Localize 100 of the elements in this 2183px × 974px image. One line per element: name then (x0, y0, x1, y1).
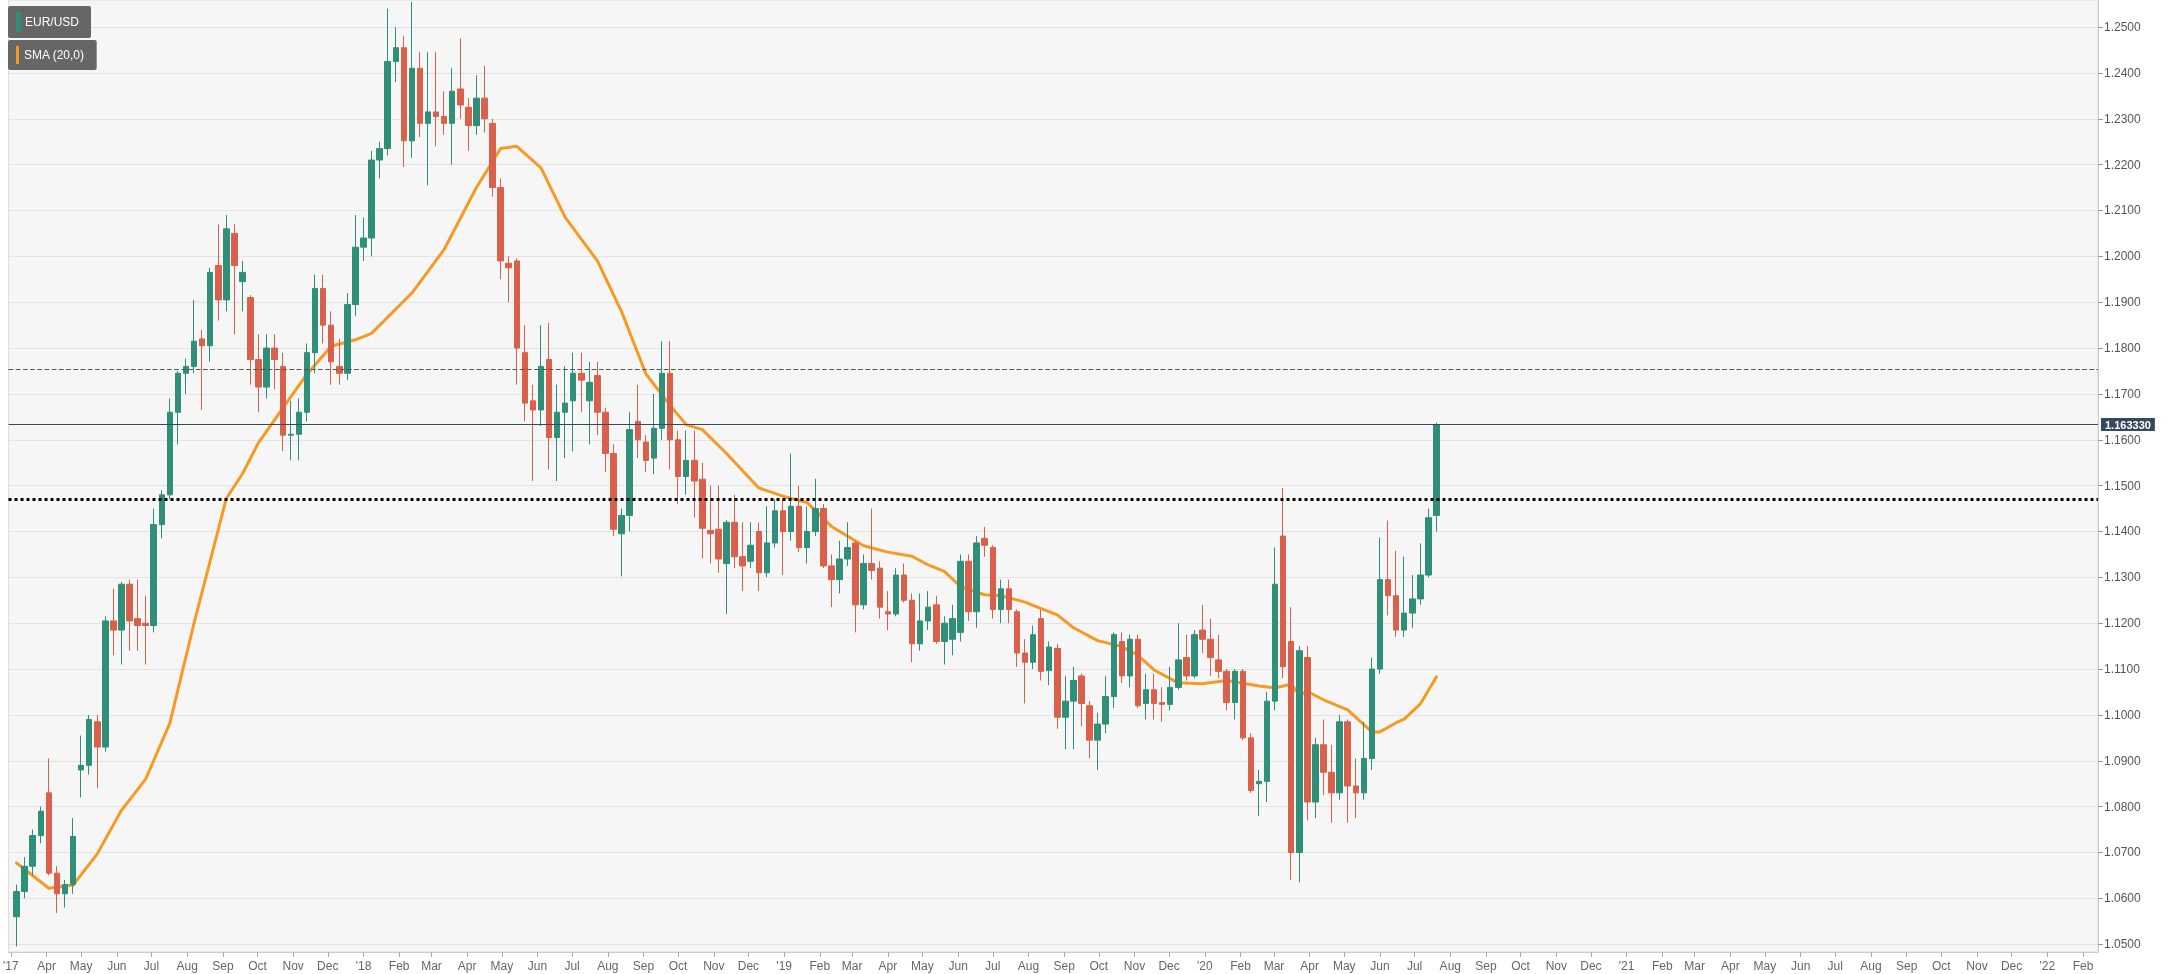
x-tick-label: Mar (1684, 959, 1705, 973)
candlestick (635, 384, 641, 459)
x-tick-label: Aug (597, 959, 619, 973)
x-tick-label: Apr (1300, 959, 1320, 973)
candlestick (578, 352, 585, 413)
candlestick (70, 817, 76, 895)
candlestick (304, 342, 310, 422)
candlestick (546, 322, 552, 471)
x-tick-label: '19 (776, 959, 793, 973)
candlestick (1385, 519, 1391, 616)
x-tick-label: Oct (668, 959, 689, 973)
x-tick-label: Jul (143, 959, 160, 973)
y-tick-label: 1.2300 (2104, 111, 2142, 126)
candlestick (723, 519, 730, 615)
candlestick (1353, 757, 1359, 819)
candlestick (1256, 769, 1262, 817)
x-tick-label: May (1332, 959, 1356, 973)
candlestick (46, 757, 52, 876)
candlestick (102, 615, 109, 753)
x-tick-label: Feb (809, 959, 831, 973)
x-tick-label: May (490, 959, 514, 973)
y-tick-label: 1.2200 (2104, 157, 2142, 172)
candlestick (481, 65, 488, 134)
candlestick (981, 526, 988, 558)
candlestick (990, 544, 996, 620)
candlestick (804, 505, 810, 565)
candlestick (280, 352, 286, 452)
candlestick (1280, 487, 1286, 679)
x-tick-label: Sep (1896, 959, 1918, 973)
y-tick-label: 1.2400 (2104, 65, 2142, 80)
candlestick (788, 453, 794, 542)
candlestick (885, 590, 891, 631)
candlestick (933, 595, 940, 645)
x-tick-label: Jun (1370, 959, 1390, 973)
candlestick (417, 51, 423, 138)
candlestick (1135, 634, 1141, 709)
candlestick (175, 370, 181, 445)
candlestick (965, 553, 972, 622)
x-tick-label: '20 (1196, 959, 1213, 973)
y-tick-label: 1.1000 (2104, 707, 2142, 722)
candlestick (505, 255, 512, 303)
candlestick (320, 274, 326, 344)
legend-label: SMA (20,0) (24, 48, 85, 62)
candlestick (852, 540, 859, 633)
x-tick-label: '21 (1618, 959, 1635, 973)
x-tick-label: Jul (564, 959, 580, 973)
x-tick-label: Sep (632, 959, 655, 973)
candlestick (1264, 691, 1270, 803)
y-tick-label: 1.1400 (2104, 524, 2142, 539)
candlestick (328, 310, 334, 386)
candlestick (796, 485, 802, 553)
x-tick-label: Aug (1860, 959, 1882, 973)
candlestick (215, 223, 222, 322)
candlestick (465, 97, 472, 152)
candlestick (1433, 422, 1440, 532)
x-tick-label: Dec (1580, 959, 1602, 973)
candlestick (150, 508, 157, 633)
candlestick (1393, 550, 1399, 638)
x-tick-label: Jun (527, 959, 548, 973)
candlestick (772, 498, 778, 549)
candlestick (675, 430, 681, 505)
x-tick-label: Jun (948, 959, 968, 973)
candlestick (1183, 634, 1190, 682)
y-tick-label: 1.1200 (2104, 616, 2142, 631)
candlestick (973, 535, 980, 629)
x-tick-label: Sep (1475, 959, 1498, 973)
x-tick-label: Nov (1123, 959, 1146, 973)
candlestick (909, 592, 915, 663)
x-tick-label: Feb (1230, 959, 1252, 973)
x-tick-label: Aug (1439, 959, 1461, 973)
candlestick (441, 90, 447, 136)
candlestick (38, 806, 44, 844)
x-tick-label: Mar (1263, 959, 1285, 973)
x-tick-label: May (1753, 959, 1777, 973)
candlestick (1030, 625, 1036, 670)
x-tick-label: Feb (1652, 959, 1674, 973)
candlestick (409, 1, 415, 159)
candlestick (860, 553, 867, 610)
candlestick (191, 299, 197, 374)
y-tick-label: 1.2100 (2104, 203, 2142, 218)
candlestick (562, 365, 568, 459)
candlestick (667, 340, 673, 471)
x-tick-label: Aug (176, 959, 198, 973)
candlestick (586, 361, 593, 445)
x-tick-label: May (69, 959, 93, 973)
candlestick (530, 384, 536, 482)
candlestick (925, 590, 931, 631)
y-tick-label: 1.0600 (2104, 891, 2142, 906)
candlestick (425, 51, 431, 186)
candlestick (812, 478, 819, 537)
candlestick (1361, 721, 1367, 801)
candlestick (1151, 673, 1157, 720)
candlestick (110, 588, 117, 656)
candlestick (1401, 556, 1407, 638)
candlestick (62, 879, 68, 909)
legend-label: EUR/USD (25, 15, 80, 29)
candlestick (1175, 622, 1182, 691)
candlestick (1344, 719, 1351, 824)
candlestick (118, 581, 125, 665)
x-tick-label: Nov (282, 959, 304, 973)
